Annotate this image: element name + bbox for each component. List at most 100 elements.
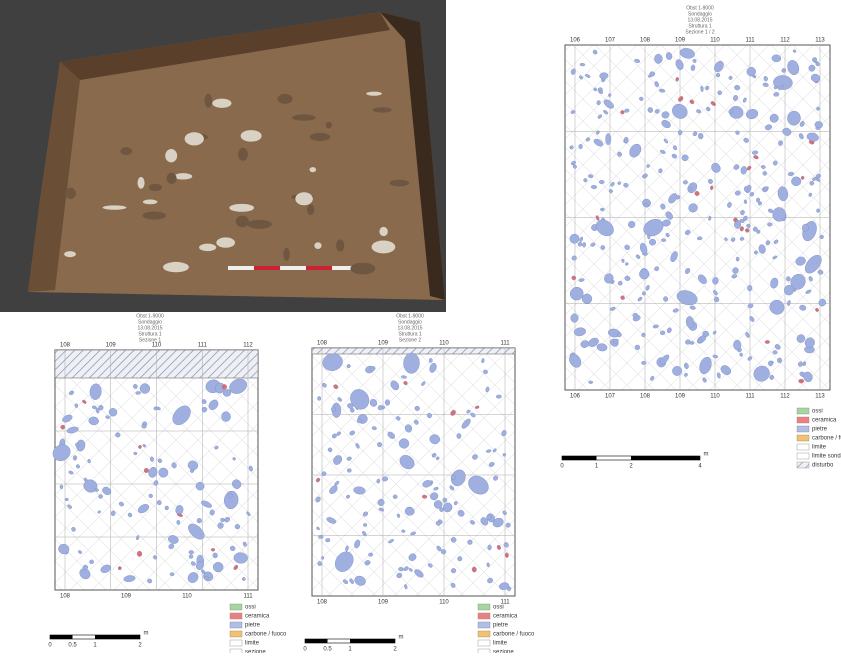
stone (98, 405, 104, 411)
stone (570, 160, 576, 165)
title-line: Struttura 1 (138, 331, 162, 337)
stone (715, 72, 721, 78)
scale-label: 0 (48, 643, 52, 649)
legend-label: carbone / fuoco (493, 632, 535, 638)
stone (485, 386, 490, 393)
stone (404, 584, 408, 590)
stone (436, 545, 442, 552)
stone (747, 285, 753, 292)
legend-swatch (796, 452, 810, 460)
stone (605, 133, 612, 145)
stone (384, 399, 390, 406)
grid-label: 113 (815, 38, 825, 44)
stone (404, 424, 413, 433)
stone (480, 517, 489, 526)
rock (148, 183, 162, 192)
grid-label: 111 (198, 343, 208, 349)
stone (349, 578, 354, 584)
legend-swatch (477, 639, 491, 647)
stone (649, 71, 656, 77)
stone (234, 524, 241, 530)
grid-label: 107 (605, 38, 616, 44)
stone (350, 389, 370, 410)
title-line: Obst 1-9000 (686, 5, 714, 11)
stone (248, 465, 253, 472)
stone (188, 523, 205, 540)
stone (450, 568, 457, 574)
stone (692, 131, 698, 137)
stone (739, 226, 744, 232)
stone (702, 330, 710, 337)
title-line: 13.08.2015 (137, 325, 162, 331)
grid-label: 108 (640, 38, 651, 44)
stone (665, 211, 673, 220)
stone (502, 510, 507, 516)
stone (427, 563, 433, 568)
stone (233, 552, 248, 564)
stone (761, 165, 766, 169)
stone (571, 275, 577, 281)
stone (138, 444, 142, 449)
excavation-photo (0, 0, 446, 312)
title-line: Sondaggio (398, 319, 422, 325)
stone (396, 513, 401, 518)
stone (453, 501, 458, 506)
legend-label: pietre (493, 623, 509, 629)
stone (787, 60, 800, 76)
stone (773, 85, 778, 90)
stone (195, 481, 205, 491)
stone (176, 520, 181, 525)
site-plan: Obst 1-9000Sondaggio13.08.2015Struttura … (48, 313, 287, 658)
stone (487, 577, 493, 584)
stone (639, 268, 650, 280)
stone (743, 199, 748, 204)
stone (157, 458, 163, 463)
grid-label: 109 (378, 600, 389, 606)
stone (377, 405, 383, 411)
stone (717, 90, 722, 95)
rock (216, 237, 236, 248)
stone (487, 544, 492, 551)
stone (697, 274, 707, 284)
stone (429, 434, 441, 445)
stone (661, 219, 671, 227)
stone (371, 426, 377, 431)
stone (82, 564, 88, 571)
scale-label: m (704, 452, 709, 458)
stone (808, 64, 816, 72)
stone (75, 464, 80, 469)
stone (569, 233, 580, 244)
stone (95, 408, 100, 414)
stone (471, 566, 477, 573)
stone (401, 529, 406, 533)
stone (621, 258, 625, 263)
stone (660, 203, 666, 210)
legend-label: disturbo (812, 463, 834, 469)
stone (579, 236, 584, 243)
stone (123, 575, 136, 582)
stone (713, 296, 720, 303)
rock (199, 243, 217, 252)
stone (433, 487, 439, 491)
stone (599, 72, 609, 80)
grid-label: 112 (243, 343, 253, 349)
stone (433, 500, 443, 509)
stone (672, 103, 688, 119)
stone (644, 203, 649, 208)
stone (658, 168, 663, 174)
stone (450, 409, 456, 416)
stone (71, 526, 76, 532)
stone (769, 374, 775, 380)
stone (224, 516, 231, 523)
stone (620, 295, 625, 300)
stone (439, 507, 444, 512)
stone (763, 76, 768, 82)
stone (408, 568, 413, 572)
rock (163, 261, 189, 273)
grid-label: 110 (152, 343, 162, 349)
stone (753, 365, 770, 382)
stone (700, 85, 704, 92)
grid-label: 110 (439, 341, 449, 347)
stone (346, 456, 352, 461)
stone (583, 178, 588, 183)
